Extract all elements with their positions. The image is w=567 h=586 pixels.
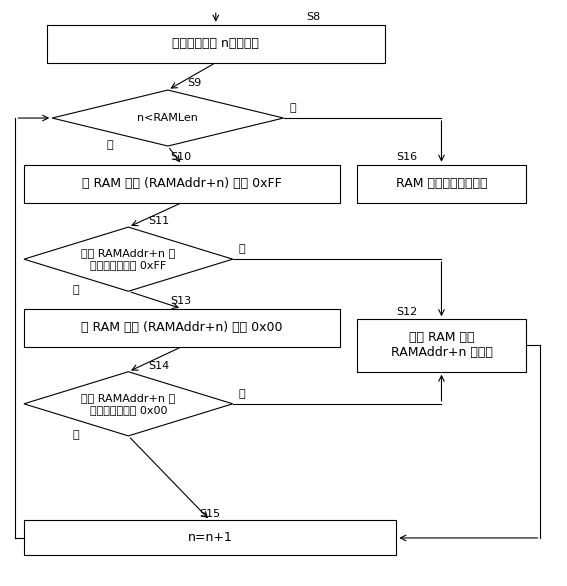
Text: RAM 中的坏块记录完毕: RAM 中的坏块记录完毕	[396, 177, 487, 190]
Text: 否: 否	[238, 244, 245, 254]
Text: 对 RAM 地址 (RAMAddr+n) 写入 0xFF: 对 RAM 地址 (RAMAddr+n) 写入 0xFF	[82, 177, 282, 190]
Text: S16: S16	[396, 152, 417, 162]
Text: 是: 是	[73, 285, 79, 295]
Text: S15: S15	[199, 509, 220, 519]
Text: n=n+1: n=n+1	[188, 532, 232, 544]
Bar	[46, 25, 385, 63]
Text: 是: 是	[73, 430, 79, 440]
Polygon shape	[24, 372, 232, 436]
Text: n<RAMLen: n<RAMLen	[137, 113, 198, 123]
Text: S14: S14	[148, 360, 170, 370]
Text: S13: S13	[171, 297, 192, 306]
Text: 记录 RAM 地址
RAMAddr+n 为坏块: 记录 RAM 地址 RAMAddr+n 为坏块	[391, 332, 492, 359]
Bar	[24, 520, 396, 556]
Text: 否: 否	[289, 103, 296, 113]
Bar	[24, 309, 340, 347]
Text: 读出 RAMAddr+n 的
値并判断是否为 0x00: 读出 RAMAddr+n 的 値并判断是否为 0x00	[81, 393, 175, 415]
Text: 读出 RAMAddr+n 的
値并判断是否为 0xFF: 读出 RAMAddr+n 的 値并判断是否为 0xFF	[81, 248, 175, 270]
Bar	[24, 165, 340, 203]
Bar	[357, 165, 526, 203]
Text: S9: S9	[188, 78, 202, 88]
Polygon shape	[24, 227, 232, 291]
Text: S12: S12	[396, 307, 417, 317]
Text: 否: 否	[238, 389, 245, 399]
Bar	[357, 319, 526, 372]
Text: S11: S11	[148, 216, 169, 226]
Text: S8: S8	[306, 12, 320, 22]
Text: S10: S10	[171, 152, 192, 162]
Text: 对 RAM 地址 (RAMAddr+n) 写入 0x00: 对 RAM 地址 (RAMAddr+n) 写入 0x00	[81, 321, 283, 334]
Text: 设置临时变量 n，并置零: 设置临时变量 n，并置零	[172, 37, 259, 50]
Polygon shape	[52, 90, 284, 146]
Text: 是: 是	[107, 140, 113, 150]
